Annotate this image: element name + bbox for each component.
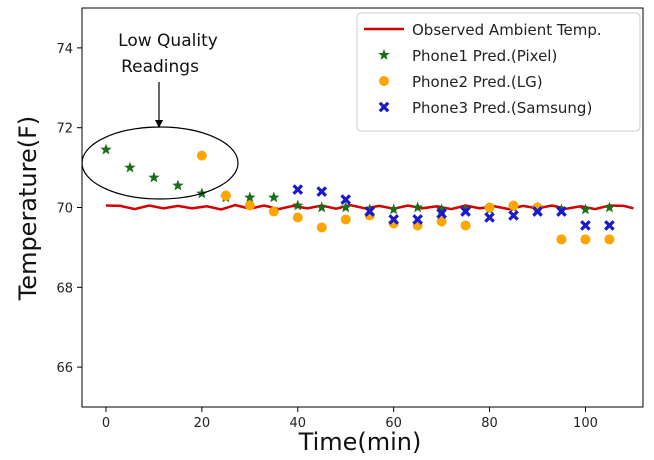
annotation-ellipse (81, 126, 239, 200)
legend-marker (379, 76, 389, 86)
x-marker-stroke (556, 206, 567, 217)
x-tick-label: 60 (385, 416, 402, 431)
phone3-point (316, 186, 328, 197)
x-marker-stroke (484, 212, 495, 223)
x-marker-stroke (316, 186, 328, 197)
phone3-point (340, 194, 352, 205)
phone3-point (436, 208, 447, 219)
y-tick-label: 72 (56, 122, 73, 137)
phone1-point (603, 201, 616, 213)
legend-label-phone3: Phone3 Pred.(Samsung) (412, 99, 592, 117)
phone2-point (292, 212, 303, 223)
x-marker-stroke (580, 220, 591, 231)
phone1-point (124, 161, 136, 173)
phone1-point (292, 199, 304, 211)
y-tick-label: 66 (56, 361, 73, 376)
y-tick-label: 74 (56, 42, 73, 57)
annotation-text-line2: Readings (121, 57, 199, 77)
phone1-point (411, 201, 424, 213)
y-tick-label: 68 (56, 281, 73, 296)
phone2-point (196, 150, 207, 161)
phone2-point (340, 214, 351, 225)
phone2-point (484, 202, 495, 213)
x-marker-stroke (364, 206, 376, 217)
phone1-point (555, 203, 568, 215)
legend-box (356, 12, 641, 132)
x-tick-label: 100 (573, 416, 598, 431)
data-marks (100, 143, 634, 245)
phone3-point (388, 214, 399, 225)
phone3-point (532, 206, 543, 217)
x-tick-label: 0 (102, 416, 110, 431)
x-marker-stroke (532, 206, 543, 217)
phone1-point (579, 203, 592, 215)
x-marker-stroke (604, 220, 615, 231)
x-marker-stroke (460, 206, 471, 217)
x-marker-stroke (340, 194, 352, 205)
y-tick-label: 70 (56, 202, 73, 217)
annotation-arrow-head (155, 120, 163, 128)
phone1-point (100, 143, 112, 155)
phone1-point (148, 171, 160, 183)
phone1-point (435, 203, 448, 215)
legend-label-phone2: Phone2 Pred.(LG) (412, 73, 543, 91)
phone2-point (244, 200, 255, 211)
phone2-point (604, 234, 615, 245)
phone3-point (484, 212, 495, 223)
phone1-point (268, 191, 280, 203)
phone3-point (604, 220, 615, 231)
phone3-point (412, 214, 423, 225)
phone2-point (316, 222, 327, 233)
axis-ticks: 0 20 40 60 80 100 66 68 70 72 74 (56, 42, 597, 431)
phone1-point (388, 203, 400, 215)
legend-label-phone1: Phone1 Pred.(Pixel) (412, 47, 557, 65)
phone3-point (292, 184, 304, 195)
phone2-point (556, 234, 567, 245)
legend-star-swatch (378, 49, 390, 60)
x-marker-stroke (508, 210, 519, 221)
annotation-text-line1: Low Quality (118, 31, 218, 51)
phone3-point (460, 206, 471, 217)
phone3-point (556, 206, 567, 217)
phone1-point (340, 201, 352, 213)
x-tick-label: 40 (289, 416, 306, 431)
x-marker-stroke (292, 184, 304, 195)
legend-label-observed: Observed Ambient Temp. (412, 21, 602, 39)
legend-circle-swatch (379, 76, 389, 86)
phone1-point (459, 203, 472, 215)
annotation: Low Quality Readings (81, 31, 239, 200)
phone3-point (580, 220, 591, 231)
x-tick-label: 20 (194, 416, 211, 431)
legend-x-swatch (378, 101, 390, 113)
x-marker-stroke (436, 208, 447, 219)
y-axis-title: Temperature(F) (14, 116, 42, 302)
phone3-point (508, 210, 519, 221)
x-tick-label: 80 (481, 416, 498, 431)
legend-marker (378, 101, 390, 113)
x-marker-stroke (388, 214, 399, 225)
phone2-point (436, 216, 447, 227)
legend-marker (378, 49, 390, 60)
phone2-point (268, 206, 279, 217)
phone1-point (364, 203, 376, 215)
legend: Observed Ambient Temp. Phone1 Pred.(Pixe… (356, 12, 641, 132)
phone2-point (508, 200, 519, 211)
phone2-point (460, 220, 471, 231)
phone2-point (220, 190, 231, 201)
x-marker-stroke (378, 101, 390, 113)
phone3-point (364, 206, 376, 217)
phone2-point (580, 234, 591, 245)
phone1-point (316, 201, 328, 213)
phone1-point (172, 179, 184, 191)
x-marker-stroke (412, 214, 423, 225)
phone1-point (244, 191, 256, 203)
x-axis-title: Time(min) (298, 428, 422, 456)
